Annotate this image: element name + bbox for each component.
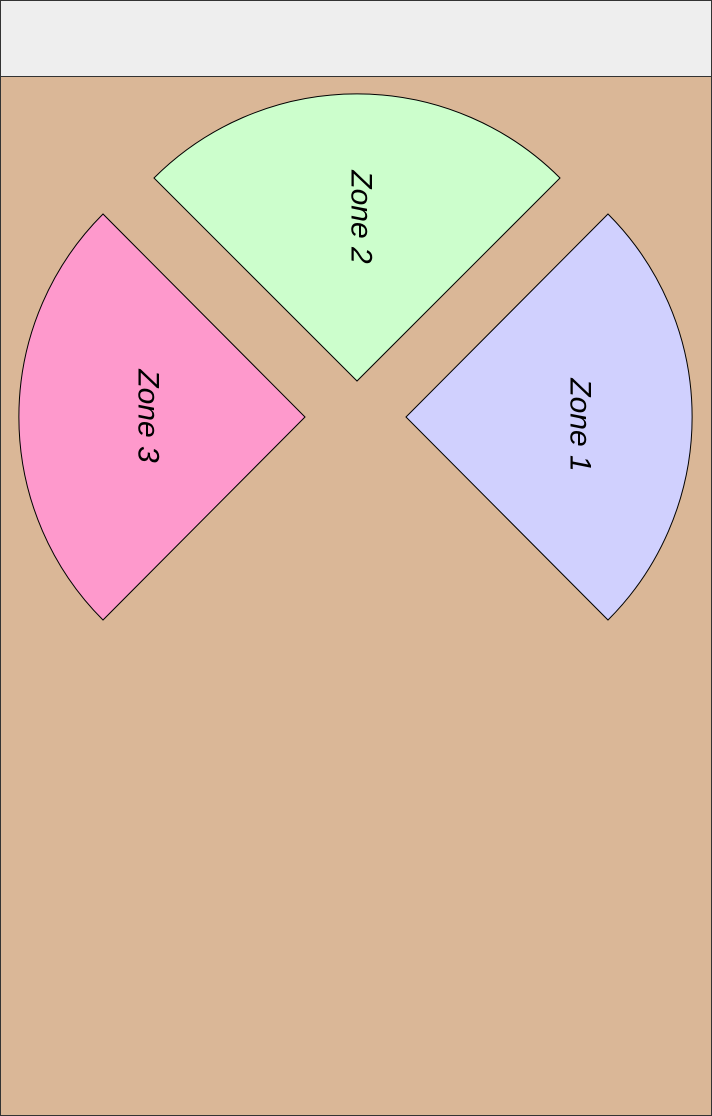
zone-3-sector: Zone 3 (18, 213, 306, 621)
zone-2-sector: Zone 2 (153, 93, 561, 382)
zone-1-sector: Zone 1 (405, 213, 693, 621)
zone-1-shape (405, 213, 693, 621)
header-bar (0, 0, 712, 77)
zone-2-label: Zone 2 (345, 169, 378, 264)
zone-1-label: Zone 1 (564, 377, 597, 471)
zone-3-shape (18, 213, 306, 621)
zone-2-shape (153, 93, 561, 382)
zone-3-label: Zone 3 (132, 368, 165, 463)
